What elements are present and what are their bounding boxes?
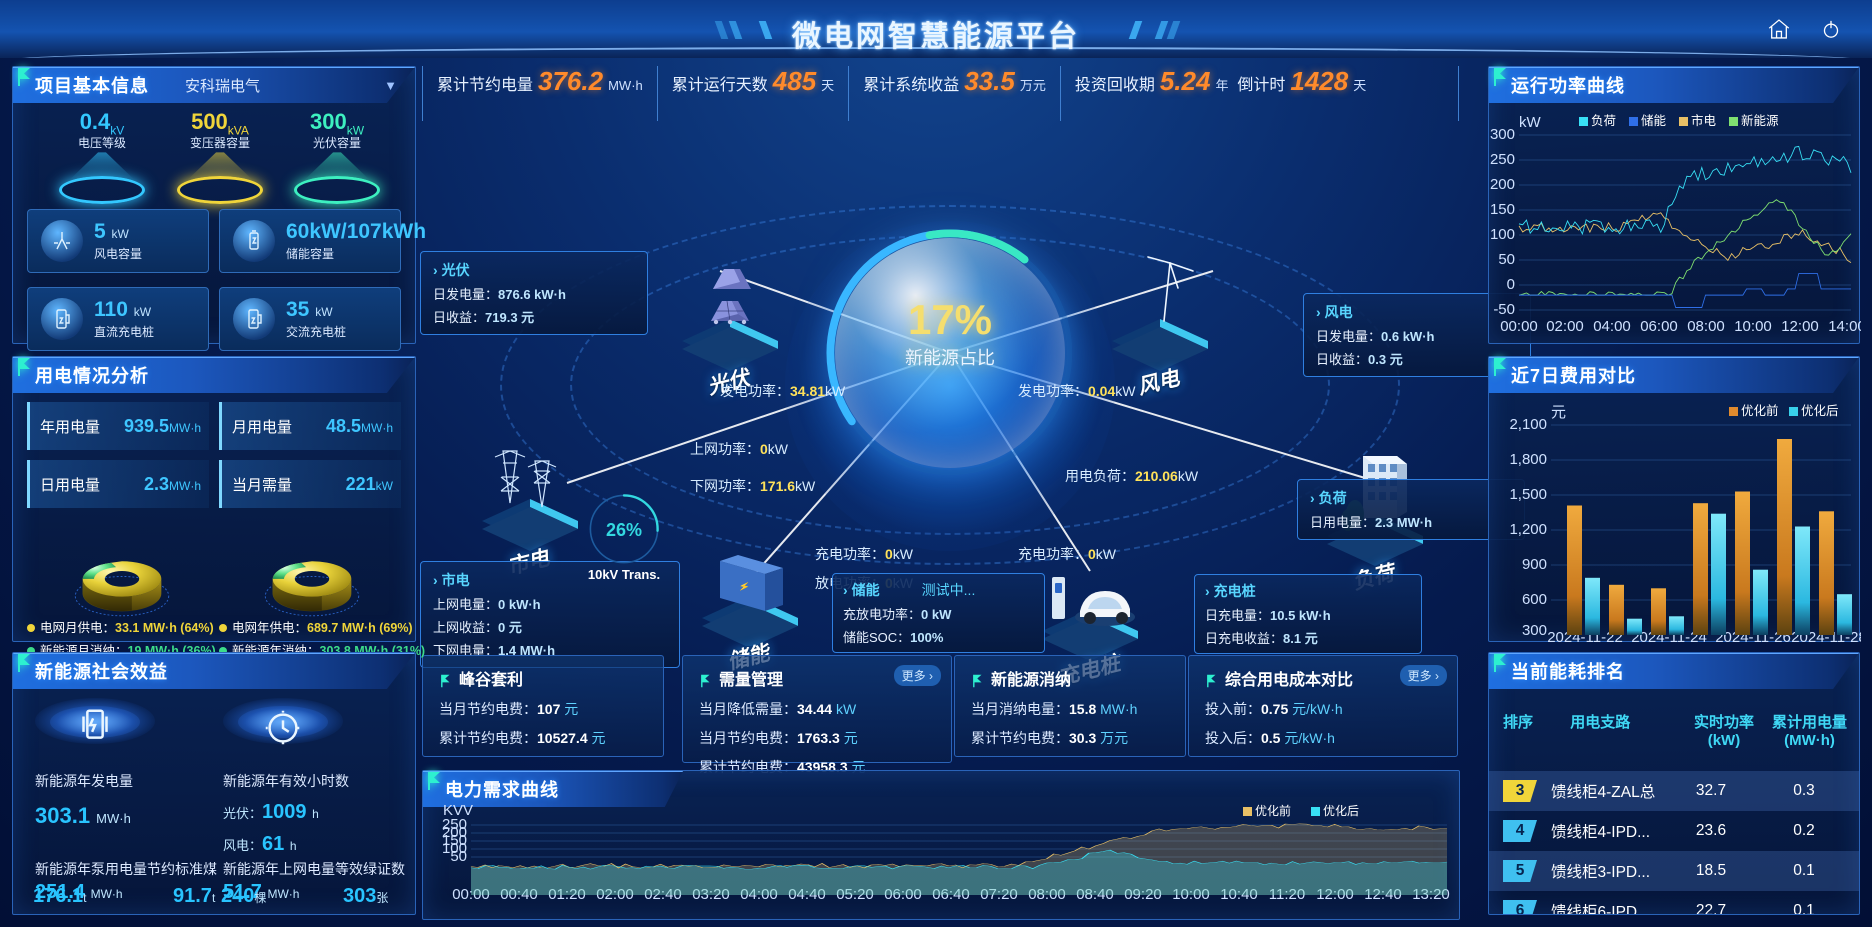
svg-text:250: 250 — [1490, 151, 1515, 168]
svg-text:00:00: 00:00 — [1500, 318, 1538, 335]
svg-text:市电: 市电 — [1691, 113, 1717, 128]
svg-text:新能源: 新能源 — [1741, 113, 1779, 128]
svg-text:06:00: 06:00 — [1640, 318, 1678, 335]
svg-text:14:00: 14:00 — [1828, 318, 1861, 335]
svg-text:100: 100 — [1490, 226, 1515, 243]
svg-text:-50: -50 — [1493, 301, 1515, 318]
svg-text:优化后: 优化后 — [1801, 404, 1839, 418]
svg-text:1,800: 1,800 — [1509, 451, 1547, 468]
svg-text:04:00: 04:00 — [1593, 318, 1631, 335]
svg-text:08:00: 08:00 — [1687, 318, 1725, 335]
svg-text:1,500: 1,500 — [1509, 486, 1547, 503]
svg-text:50: 50 — [450, 848, 467, 865]
svg-text:2,100: 2,100 — [1509, 416, 1547, 433]
svg-text:优化前: 优化前 — [1255, 803, 1291, 818]
svg-text:50: 50 — [1498, 251, 1515, 268]
svg-text:元: 元 — [1551, 404, 1566, 421]
svg-text:900: 900 — [1522, 556, 1547, 573]
svg-text:1,200: 1,200 — [1509, 521, 1547, 538]
svg-text:02:00: 02:00 — [1546, 318, 1584, 335]
svg-text:600: 600 — [1522, 591, 1547, 608]
svg-text:0: 0 — [1507, 276, 1515, 293]
svg-text:10:00: 10:00 — [1734, 318, 1772, 335]
svg-text:12:00: 12:00 — [1781, 318, 1819, 335]
svg-text:150: 150 — [1490, 201, 1515, 218]
svg-text:优化前: 优化前 — [1741, 403, 1779, 418]
svg-text:300: 300 — [1490, 126, 1515, 143]
svg-text:储能: 储能 — [1641, 113, 1667, 128]
svg-text:优化后: 优化后 — [1323, 804, 1359, 818]
svg-text:kW: kW — [1519, 114, 1542, 131]
svg-text:300: 300 — [1522, 622, 1547, 639]
svg-text:负荷: 负荷 — [1591, 114, 1616, 128]
svg-text:200: 200 — [1490, 176, 1515, 193]
